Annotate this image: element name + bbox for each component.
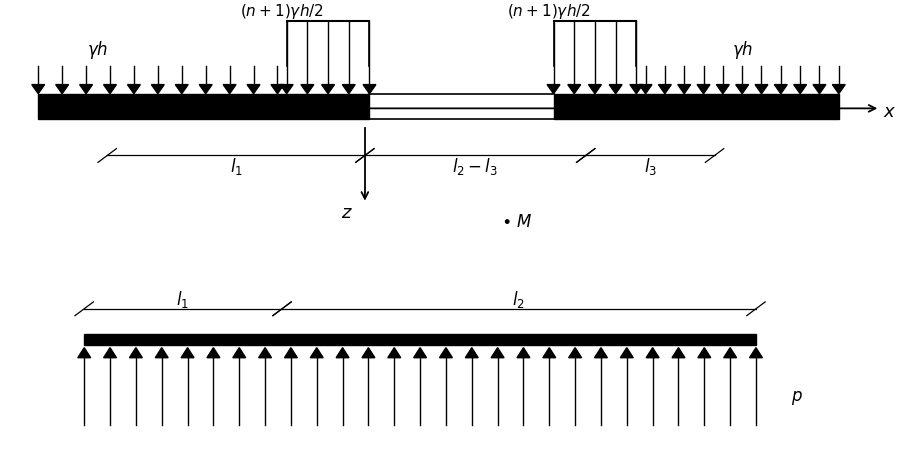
Bar: [38, 94, 369, 119]
Polygon shape: [207, 348, 220, 358]
Polygon shape: [247, 85, 260, 94]
Polygon shape: [589, 85, 602, 94]
Text: $(n+1)\gamma h/2$: $(n+1)\gamma h/2$: [508, 2, 591, 21]
Polygon shape: [594, 348, 607, 358]
Polygon shape: [151, 85, 164, 94]
Polygon shape: [543, 348, 556, 358]
Polygon shape: [749, 348, 762, 358]
Polygon shape: [281, 85, 294, 94]
Polygon shape: [697, 85, 710, 94]
Polygon shape: [609, 85, 622, 94]
Polygon shape: [388, 348, 401, 358]
Polygon shape: [677, 85, 690, 94]
Polygon shape: [55, 85, 68, 94]
Bar: [554, 94, 839, 119]
Text: $l_3$: $l_3$: [643, 156, 656, 177]
Polygon shape: [698, 348, 711, 358]
Polygon shape: [233, 348, 246, 358]
Polygon shape: [181, 348, 194, 358]
Polygon shape: [223, 85, 236, 94]
Polygon shape: [813, 85, 826, 94]
Polygon shape: [491, 348, 504, 358]
Polygon shape: [672, 348, 685, 358]
Polygon shape: [258, 348, 271, 358]
Text: $l_2-l_3$: $l_2-l_3$: [452, 156, 498, 177]
Polygon shape: [79, 85, 92, 94]
Polygon shape: [199, 85, 212, 94]
Polygon shape: [629, 85, 642, 94]
Polygon shape: [310, 348, 323, 358]
Polygon shape: [569, 348, 581, 358]
Polygon shape: [103, 85, 116, 94]
Polygon shape: [794, 85, 807, 94]
Polygon shape: [716, 85, 729, 94]
Bar: [84, 334, 756, 345]
Polygon shape: [362, 348, 375, 358]
Text: $p$: $p$: [791, 389, 803, 407]
Polygon shape: [736, 85, 749, 94]
Polygon shape: [547, 85, 560, 94]
Text: $x$: $x$: [882, 102, 896, 121]
Polygon shape: [363, 85, 376, 94]
Polygon shape: [620, 348, 633, 358]
Polygon shape: [321, 85, 334, 94]
Polygon shape: [127, 85, 140, 94]
Polygon shape: [465, 348, 478, 358]
Polygon shape: [646, 348, 659, 358]
Polygon shape: [755, 85, 768, 94]
Polygon shape: [129, 348, 142, 358]
Polygon shape: [175, 85, 188, 94]
Polygon shape: [639, 85, 652, 94]
Text: $\gamma h$: $\gamma h$: [732, 39, 753, 61]
Text: $z$: $z$: [341, 204, 353, 222]
Text: $\gamma h$: $\gamma h$: [88, 39, 109, 61]
Polygon shape: [284, 348, 297, 358]
Polygon shape: [568, 85, 581, 94]
Text: $l_2$: $l_2$: [512, 289, 525, 310]
Polygon shape: [774, 85, 787, 94]
Polygon shape: [155, 348, 168, 358]
Polygon shape: [31, 85, 44, 94]
Polygon shape: [724, 348, 737, 358]
Polygon shape: [833, 85, 845, 94]
Polygon shape: [517, 348, 530, 358]
Polygon shape: [414, 348, 426, 358]
Text: $(n+1)\gamma h/2$: $(n+1)\gamma h/2$: [240, 2, 324, 21]
Text: $l_1$: $l_1$: [176, 289, 189, 310]
Polygon shape: [78, 348, 90, 358]
Polygon shape: [336, 348, 349, 358]
Text: $l_1$: $l_1$: [230, 156, 243, 177]
Polygon shape: [103, 348, 116, 358]
Polygon shape: [658, 85, 671, 94]
Polygon shape: [271, 85, 284, 94]
Polygon shape: [342, 85, 355, 94]
Text: $\bullet\ M$: $\bullet\ M$: [501, 213, 533, 231]
Polygon shape: [439, 348, 452, 358]
Polygon shape: [301, 85, 314, 94]
